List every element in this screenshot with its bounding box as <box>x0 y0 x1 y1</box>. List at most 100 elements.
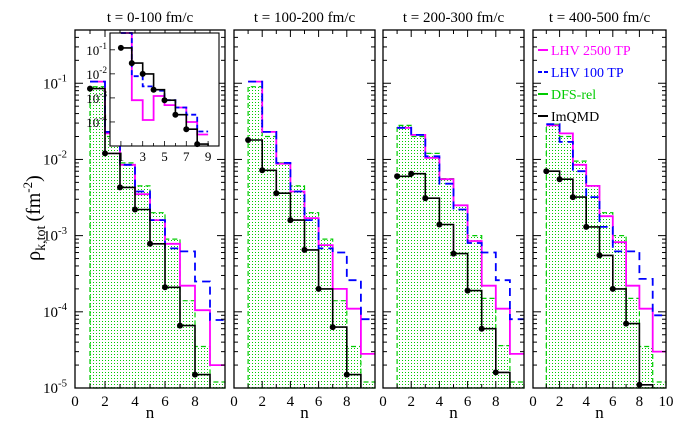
black-point <box>394 173 401 180</box>
x-tick-label: 6 <box>609 394 617 410</box>
black-point <box>147 240 153 247</box>
inset-y-tick-label: 10-3 <box>86 90 107 106</box>
black-point <box>450 250 457 257</box>
legend-entry: LHV 2500 TP <box>551 44 631 59</box>
panels: t = 0-100 fm/c 0 2 4 6 8 n 10-5 10-4 10-3 10-2 10-1… <box>43 10 674 422</box>
x-tick-label: 2 <box>258 394 266 410</box>
series-magenta <box>546 124 666 353</box>
x-tick-label: 0 <box>71 394 79 410</box>
series-blue <box>546 123 666 317</box>
y-tick-label: 10-2 <box>43 149 67 169</box>
x-tick-label: 2 <box>407 394 415 410</box>
panel-title: t = 100-200 fm/c <box>254 10 356 26</box>
y-tick-label: 10-1 <box>43 73 67 93</box>
y-tick-label: 10-3 <box>43 225 67 245</box>
black-point <box>569 194 576 201</box>
series-blue <box>397 126 524 321</box>
black-point <box>583 223 590 230</box>
series-blue <box>248 80 375 321</box>
panel-4: t = 400-500 fm/c 0 2 4 6 8 10 n LHV 2500 TP LHV 1… <box>529 10 673 422</box>
black-point <box>329 324 336 331</box>
inset-black-point <box>183 126 190 133</box>
x-tick-label: 0 <box>230 394 238 410</box>
y-axis-label-sub: k,tot <box>34 225 49 250</box>
black-point <box>287 217 294 224</box>
x-tick-label: 8 <box>343 394 351 410</box>
x-tick-label: 4 <box>131 394 139 410</box>
x-tick-label: 2 <box>556 394 564 410</box>
x-axis-label: n <box>595 403 604 422</box>
panel-2: t = 100-200 fm/c 0 2 4 6 8 n <box>230 10 376 422</box>
x-tick-label: 10 <box>659 394 674 410</box>
x-tick-label: 6 <box>161 394 169 410</box>
black-point <box>192 371 198 378</box>
x-tick-label: 0 <box>529 394 537 410</box>
y-axis-label-unit: (fm <box>23 192 45 221</box>
x-tick-label: 0 <box>379 394 387 410</box>
black-point <box>162 284 168 291</box>
inset-x-tick-label: 5 <box>161 149 168 164</box>
inset-y-tick-label: 10-1 <box>86 42 107 58</box>
black-point <box>132 206 138 213</box>
black-point <box>464 287 471 294</box>
legend: LHV 2500 TP LHV 100 TP DFS-rel ImQMD <box>538 44 631 125</box>
y-axis-label-rho: ρ <box>23 251 45 261</box>
inset-x-tick-label: 1 <box>118 149 125 164</box>
black-point <box>436 221 443 228</box>
black-point <box>315 285 322 292</box>
inset-black-point <box>139 70 146 77</box>
inset-black-point <box>172 111 179 118</box>
black-point <box>492 369 499 376</box>
x-axis-label: n <box>300 403 309 422</box>
black-point <box>177 322 183 329</box>
panel-title: t = 200-300 fm/c <box>403 10 505 26</box>
panel-1: t = 0-100 fm/c 0 2 4 6 8 n 10-5 10-4 10-3 10-2 10-1… <box>43 10 226 422</box>
x-tick-label: 2 <box>101 394 109 410</box>
black-point <box>478 325 485 332</box>
x-tick-label: 8 <box>492 394 500 410</box>
x-axis-label: n <box>146 403 155 422</box>
y-tick-label: 10-5 <box>43 377 67 397</box>
y-tick-label: 10-4 <box>43 301 68 321</box>
black-point <box>245 137 252 143</box>
x-axis-label: n <box>449 403 458 422</box>
black-point <box>408 170 415 177</box>
inset-y-tick-label: 10-4 <box>86 114 107 130</box>
legend-entry: ImQMD <box>551 110 599 125</box>
x-tick-label: 4 <box>287 394 295 410</box>
inset-black-point <box>150 86 157 93</box>
x-tick-label: 6 <box>315 394 323 410</box>
legend-entry: DFS-rel <box>551 88 596 103</box>
inset-x-tick-label: 3 <box>139 149 146 164</box>
inset-x-tick-label: 9 <box>205 149 212 164</box>
inset-black-point <box>161 97 168 104</box>
y-axis-label-sup: -2 <box>20 182 35 193</box>
x-tick-label: 8 <box>636 394 644 410</box>
black-point <box>117 184 123 191</box>
x-tick-label: 8 <box>191 394 199 410</box>
black-point <box>543 168 550 175</box>
panel-3: t = 200-300 fm/c 0 2 4 6 8 n <box>379 10 525 422</box>
inset: 1 3 5 7 9 10-1 10-2 10-3 10-4 <box>86 32 220 164</box>
black-point <box>623 320 630 327</box>
black-point <box>102 150 108 157</box>
inset-x-tick-label: 7 <box>183 149 190 164</box>
black-point <box>422 195 429 202</box>
black-point <box>556 176 563 183</box>
inset-black-point <box>128 60 135 67</box>
series-green <box>247 86 376 389</box>
series-magenta <box>248 80 375 355</box>
inset-black-point <box>117 44 124 51</box>
black-point <box>343 371 350 378</box>
black-point <box>259 167 266 174</box>
x-tick-label: 4 <box>582 394 590 410</box>
black-point <box>87 85 93 92</box>
y-axis-label-close: ) <box>23 175 45 182</box>
legend-entry: LHV 100 TP <box>551 66 624 81</box>
inset-y-tick-label: 10-2 <box>86 66 107 82</box>
x-tick-label: 6 <box>464 394 472 410</box>
black-point <box>596 252 603 259</box>
series-green <box>396 124 525 389</box>
black-point <box>609 285 616 292</box>
